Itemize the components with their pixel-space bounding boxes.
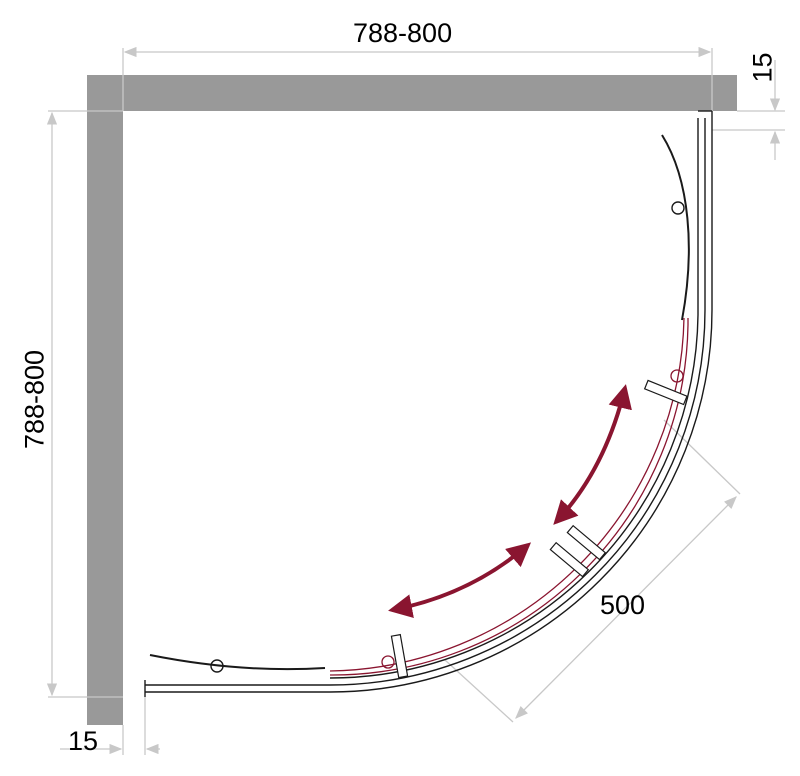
left-wall-offset-label: 15 [68,726,99,756]
left-wall [87,75,123,725]
rollers [390,379,688,679]
dimension-lines [46,46,785,755]
top-wall [87,75,737,111]
door-handle-right [670,369,684,383]
door-opening-label: 500 [600,590,646,620]
width-dimension-label: 788-800 [353,18,453,48]
sliding-door-panels [329,317,689,676]
arrow-left-door [388,542,532,619]
slide-direction-arrows [388,384,632,619]
top-wall-offset-label: 15 [747,52,778,83]
enclosure-frame [144,110,713,697]
depth-dimension-label: 788-800 [19,349,50,450]
door-handle-left [381,655,395,669]
arrow-right-door [553,384,632,525]
